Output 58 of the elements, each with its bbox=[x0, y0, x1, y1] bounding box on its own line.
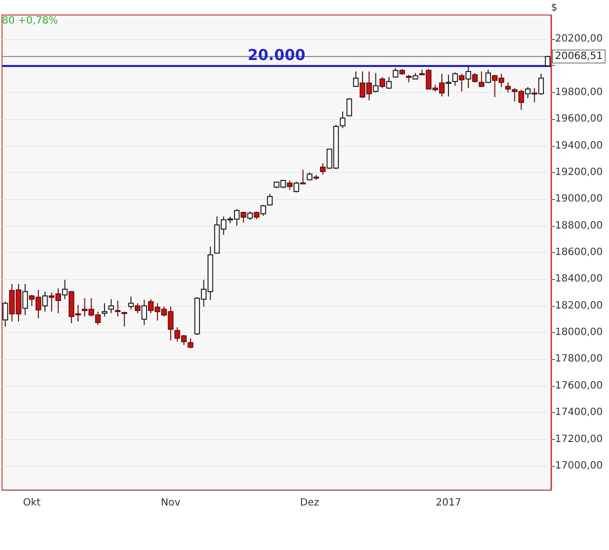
candlestick bbox=[128, 296, 134, 310]
y-tick-label: 18200,00 bbox=[555, 300, 603, 312]
candlestick bbox=[320, 162, 326, 176]
ref-line-label: 20068,51 bbox=[555, 51, 603, 62]
x-tick-label: Dez bbox=[300, 498, 320, 508]
y-tick-label: 17800,00 bbox=[555, 354, 603, 365]
candlestick bbox=[114, 300, 121, 318]
y-tick-label: 19600,00 bbox=[555, 114, 603, 125]
y-tick-label: 18000,00 bbox=[555, 327, 603, 338]
candlestick bbox=[300, 169, 306, 184]
candlestick bbox=[446, 74, 452, 97]
y-tick-label: 19200,00 bbox=[555, 166, 603, 178]
candlestick bbox=[286, 180, 293, 190]
candlestick bbox=[122, 311, 128, 328]
annotation: 80 +0,78% bbox=[2, 16, 58, 26]
candlestick bbox=[102, 302, 108, 318]
candlestick bbox=[188, 338, 194, 349]
y-tick-label: 18600,00 bbox=[555, 247, 603, 258]
candlestick bbox=[466, 65, 472, 89]
y-tick-label: 18400,00 bbox=[555, 274, 603, 285]
candlestick bbox=[525, 86, 531, 99]
candlestick bbox=[452, 72, 458, 86]
x-tick-label: Nov bbox=[160, 498, 180, 508]
candlestick bbox=[134, 302, 140, 314]
y-tick-label: 19000,00 bbox=[555, 194, 603, 205]
candlestick bbox=[532, 88, 538, 103]
candlestick bbox=[372, 72, 379, 93]
y-tick-label: 17000,00 bbox=[555, 460, 603, 472]
y-tick-label: 19800,00 bbox=[555, 86, 603, 98]
candlestick bbox=[240, 211, 246, 223]
candlestick bbox=[380, 76, 386, 89]
ref-line-label: 20.000 bbox=[248, 46, 306, 64]
y-tick-label: 18800,00 bbox=[555, 220, 603, 232]
x-tick-label: 2017 bbox=[436, 498, 462, 508]
candlestick bbox=[294, 181, 300, 193]
candlestick bbox=[478, 70, 484, 88]
candlestick bbox=[260, 204, 266, 216]
candlestick bbox=[458, 73, 465, 92]
candlestick bbox=[42, 291, 48, 312]
candlestick bbox=[108, 298, 114, 314]
candlestick bbox=[386, 76, 392, 90]
y-tick-label: 17600,00 bbox=[555, 380, 603, 392]
candlestick bbox=[538, 73, 544, 96]
candlestick bbox=[22, 283, 28, 316]
candlestick bbox=[141, 299, 148, 326]
y-tick-label: 17400,00 bbox=[555, 407, 603, 418]
x-tick-label: Okt bbox=[22, 498, 41, 508]
y-tick-label: 20200,00 bbox=[555, 34, 603, 45]
candlestick bbox=[353, 70, 359, 88]
y-tick-label: 17200,00 bbox=[555, 434, 603, 445]
candlestick bbox=[485, 69, 491, 84]
candlestick bbox=[62, 279, 68, 300]
candlestick bbox=[267, 193, 273, 206]
candlestick bbox=[340, 110, 346, 129]
candlestick bbox=[346, 98, 352, 117]
y-tick-label: 19400,00 bbox=[555, 140, 603, 152]
candlestick bbox=[472, 72, 478, 83]
y-axis-title: $ bbox=[551, 2, 558, 14]
